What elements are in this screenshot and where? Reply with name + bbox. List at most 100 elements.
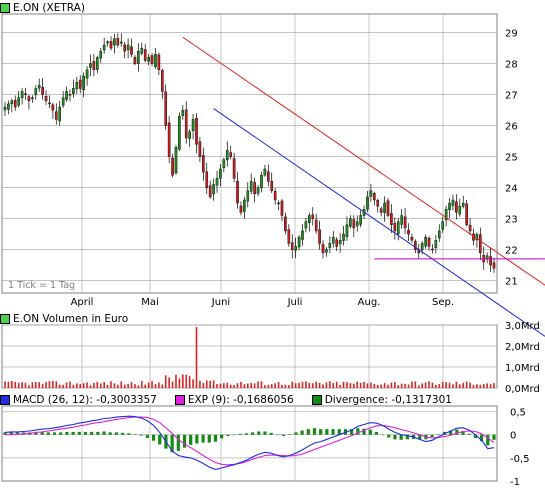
divergence-bar — [250, 432, 255, 435]
candle-body — [239, 205, 243, 213]
volume-bar — [11, 381, 13, 388]
volume-bar — [151, 381, 153, 388]
candle-body — [294, 246, 297, 251]
candle-body — [284, 216, 287, 232]
volume-bar — [294, 383, 297, 388]
volume-legend-swatch — [0, 314, 10, 324]
volume-bar — [482, 384, 485, 388]
volume-bar — [380, 384, 382, 388]
volume-bar — [38, 382, 40, 388]
volume-bar — [465, 381, 468, 388]
volume-bar — [28, 385, 30, 388]
candle-body — [249, 181, 253, 192]
price-y-tick: 25 — [505, 153, 518, 164]
divergence-bar — [213, 434, 218, 442]
volume-bar — [387, 384, 389, 388]
volume-bar — [192, 379, 194, 388]
volume-bar — [4, 381, 6, 388]
candle-body — [174, 147, 178, 174]
volume-bar — [264, 385, 266, 388]
divergence-bar — [418, 434, 422, 440]
candle-body — [304, 221, 308, 229]
candle-body — [113, 38, 116, 46]
volume-bar — [147, 382, 150, 388]
candle-body — [130, 46, 133, 55]
month-tick-label: Juli — [287, 297, 303, 308]
volume-bar — [400, 383, 403, 388]
volume-bar — [62, 384, 64, 388]
volume-bar — [411, 381, 413, 388]
volume-bar — [342, 381, 345, 388]
divergence-bar — [393, 434, 397, 440]
volume-bar — [394, 382, 396, 388]
divergence-bar — [238, 433, 242, 435]
volume-bar — [424, 382, 427, 388]
candle-body — [102, 44, 106, 51]
divergence-bar — [121, 432, 125, 435]
tick-note: 1 Tick = 1 Tag — [8, 280, 75, 291]
volume-bar — [34, 381, 37, 388]
candle-body — [13, 100, 17, 108]
volume-bar — [373, 383, 376, 388]
candle-body — [143, 49, 147, 61]
candle-body — [407, 229, 410, 235]
volume-bar — [459, 384, 461, 388]
volume-bar — [431, 382, 434, 388]
candle-body — [342, 233, 345, 241]
volume-bar — [441, 382, 444, 388]
macd-y-tick: 0 — [510, 431, 516, 442]
volume-bar — [281, 384, 283, 388]
candle-body — [188, 131, 191, 139]
candle-body — [78, 79, 82, 89]
divergence-bar — [158, 434, 162, 445]
volume-bar — [236, 383, 239, 388]
volume-bar — [301, 381, 304, 388]
volume-bar — [366, 383, 369, 388]
volume-bar — [404, 383, 406, 388]
volume-bar — [246, 383, 249, 388]
volume-bar — [72, 384, 75, 388]
price-panel-header: E.ON (XETRA) — [0, 2, 85, 14]
volume-bar — [212, 380, 215, 388]
volume-bar — [24, 382, 27, 388]
volume-bar — [315, 381, 317, 388]
divergence-bar — [269, 432, 273, 435]
divergence-bar — [337, 429, 341, 435]
volume-bar — [438, 384, 441, 388]
candle-body — [41, 87, 44, 95]
volume-bar — [52, 380, 54, 388]
candle-body — [232, 158, 236, 179]
volume-bar — [349, 383, 352, 388]
candle-body — [461, 202, 465, 207]
candle-body — [3, 106, 7, 111]
candle-body — [277, 202, 280, 205]
price-chart-title: E.ON (XETRA) — [13, 2, 85, 14]
candle-body — [448, 202, 451, 210]
divergence-bar — [226, 434, 230, 437]
volume-bars — [4, 327, 495, 388]
candle-body — [161, 70, 164, 92]
divergence-bar — [380, 434, 385, 436]
volume-bar — [182, 374, 184, 388]
divergence-bar — [34, 432, 38, 435]
divergence-bar — [275, 434, 279, 436]
candle-body — [431, 248, 434, 251]
candle-body — [147, 57, 150, 62]
volume-bar — [325, 382, 328, 388]
volume-bar — [383, 383, 386, 388]
divergence-legend-swatch — [311, 395, 322, 405]
candle-body — [68, 94, 72, 96]
exp-legend-swatch — [174, 395, 185, 405]
candle-body — [451, 199, 455, 206]
volume-bar — [89, 385, 92, 388]
volume-bar — [171, 381, 174, 388]
volume-bar — [127, 383, 129, 388]
divergence-bar — [356, 428, 360, 435]
volume-bar — [291, 381, 294, 388]
divergence-bar — [15, 432, 19, 435]
volume-bar — [257, 381, 259, 388]
volume-bar — [329, 381, 331, 388]
volume-bar — [417, 385, 420, 388]
volume-bar — [322, 384, 324, 388]
divergence-bar — [176, 434, 180, 451]
